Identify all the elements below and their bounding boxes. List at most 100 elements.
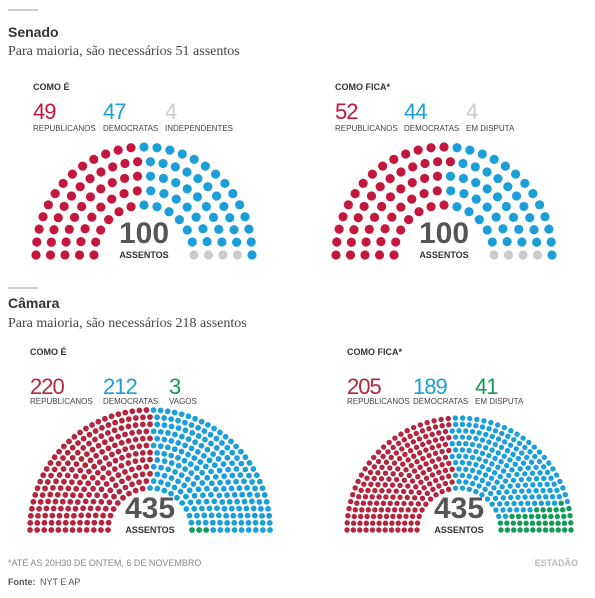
seat [55,519,62,526]
total-seats: 100 [419,217,469,250]
seat [108,436,115,443]
seat [530,482,536,488]
seat [35,512,41,519]
seat [439,423,445,429]
seat [213,435,220,442]
seat [223,512,230,519]
seat [469,480,476,487]
seat [522,444,528,451]
seat [473,475,479,481]
seat [201,512,208,519]
seat [414,527,420,533]
seat [154,449,161,456]
seat [511,191,522,201]
seat [548,520,555,526]
seat [164,408,171,415]
seat [129,408,136,415]
seat [98,519,105,526]
seat [386,439,392,446]
seat [150,407,157,413]
seat [189,154,199,164]
seat [175,454,181,461]
seat [375,470,381,476]
seat [445,486,452,492]
seat [479,477,486,484]
seat [69,444,76,451]
seat [115,448,122,455]
seat [102,415,108,422]
seat [102,455,109,461]
seat [542,520,548,526]
seat [191,505,198,512]
seat [86,440,92,447]
seat [245,527,252,533]
seat [56,512,63,519]
seat [551,481,557,487]
seat [366,460,372,466]
seat [388,527,395,533]
seat [219,440,225,446]
seat [438,416,444,423]
seat [463,453,469,460]
seat [564,498,571,505]
seat [357,513,364,520]
seat [110,506,117,512]
seat [238,460,245,467]
seat [334,224,344,234]
seat [28,505,35,512]
party-name: REPUBLICANOS [30,397,93,406]
seat [561,513,567,520]
seat [358,487,364,494]
seat [32,492,39,498]
seat [132,487,139,494]
seat [511,169,521,179]
seat [382,520,389,526]
seat [253,472,260,479]
seat [249,479,256,485]
seat [221,505,228,512]
party-name: DEMOCRATAS [404,124,459,133]
seat [34,224,44,234]
seat [469,441,476,448]
seat [531,444,537,450]
seat [107,512,114,519]
seat [27,527,33,533]
seat [132,422,139,429]
seat [122,484,129,491]
seat [344,527,350,533]
seat [80,505,86,512]
seat [403,513,409,520]
seat [439,435,445,442]
seat [390,494,396,500]
seat [391,460,398,466]
seat [220,461,227,468]
seat [507,442,514,448]
seat [385,174,395,184]
seat [81,486,88,493]
seat [157,407,164,414]
seat [474,416,480,423]
seat [237,512,244,519]
seat [175,478,181,485]
seat [101,439,108,446]
seat [188,422,195,428]
party-count: 4 [466,99,478,124]
seat [507,483,513,489]
seat [497,473,503,480]
seat [104,430,111,436]
seat [507,507,513,513]
seat [398,471,404,478]
seat [208,468,214,475]
seat [168,452,175,459]
seat [174,494,180,501]
seat [420,173,430,184]
seat [202,436,208,443]
seat [118,425,125,432]
seat [486,466,492,473]
seat [429,472,436,478]
seat [432,464,439,470]
seat [352,485,358,491]
seat [413,444,420,451]
seat [198,224,208,234]
seat [524,454,530,461]
